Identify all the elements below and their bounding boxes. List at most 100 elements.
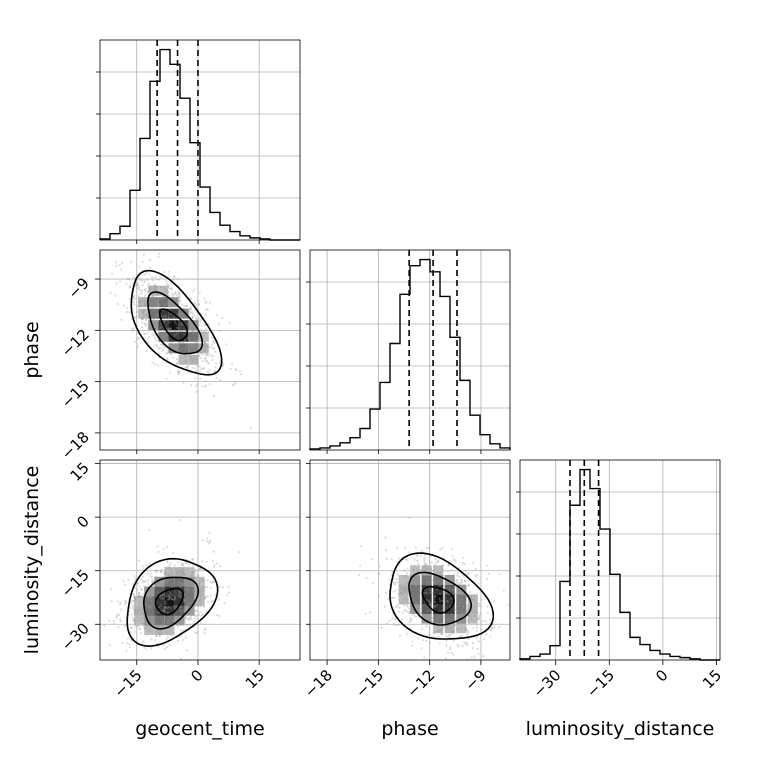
- scatter-point: [208, 539, 212, 542]
- scatter-point: [446, 624, 449, 628]
- scatter-point: [136, 283, 139, 287]
- scatter-point: [162, 584, 165, 587]
- scatter-point: [148, 593, 151, 596]
- scatter-point: [192, 621, 196, 625]
- scatter-point: [420, 549, 424, 552]
- scatter-point: [211, 355, 214, 358]
- xlabel-phase: phase: [381, 718, 438, 740]
- scatter-point: [180, 623, 183, 626]
- scatter-point: [190, 576, 194, 579]
- scatter-point: [183, 621, 186, 624]
- scatter-point: [188, 617, 191, 620]
- scatter-point: [173, 275, 176, 278]
- scatter-point: [165, 280, 168, 283]
- scatter-point: [199, 621, 203, 624]
- scatter-point: [441, 546, 444, 550]
- scatter-point: [115, 614, 118, 618]
- scatter-point: [230, 362, 234, 365]
- scatter-point: [166, 606, 169, 610]
- scatter-point: [439, 583, 442, 586]
- scatter-point: [383, 605, 387, 608]
- scatter-point: [142, 575, 145, 579]
- scatter-point: [452, 573, 455, 576]
- density-cell: [174, 586, 185, 597]
- scatter-point: [196, 574, 200, 578]
- scatter-point: [475, 574, 479, 577]
- scatter-point: [148, 528, 151, 532]
- scatter-point: [205, 352, 208, 356]
- scatter-point: [183, 599, 186, 602]
- scatter-grid: [310, 460, 510, 660]
- scatter-point: [173, 320, 176, 323]
- scatter-point: [190, 345, 194, 348]
- scatter-point: [146, 332, 149, 335]
- scatter-point: [175, 363, 178, 366]
- scatter-point: [437, 616, 440, 619]
- scatter-point: [177, 370, 180, 373]
- scatter-point: [186, 365, 189, 368]
- scatter-point: [120, 318, 123, 321]
- scatter-point: [424, 573, 427, 576]
- scatter-point: [393, 582, 397, 585]
- scatter-point: [144, 301, 147, 304]
- scatter-point: [398, 610, 401, 613]
- scatter-point: [183, 319, 186, 322]
- hist-frame-phase: [309, 249, 511, 451]
- density-cell: [184, 586, 195, 597]
- scatter-point: [191, 331, 194, 334]
- scatter-point: [157, 255, 160, 258]
- scatter-point: [412, 613, 415, 616]
- xtick-label-luminosity_distance: 0: [652, 666, 671, 685]
- density-cell: [154, 625, 165, 635]
- scatter-point: [408, 620, 411, 623]
- scatter-point: [128, 286, 131, 289]
- density-cell: [456, 603, 467, 614]
- scatter-point: [203, 588, 206, 591]
- scatter-point: [146, 290, 150, 293]
- scatter-point: [163, 606, 167, 609]
- scatter-point: [155, 582, 158, 586]
- scatter-point: [214, 366, 217, 369]
- scatter-point: [469, 617, 472, 620]
- scatter-point: [154, 339, 158, 342]
- scatter-grid: [100, 460, 300, 660]
- scatter-point: [408, 575, 411, 578]
- scatter-point: [155, 635, 158, 638]
- scatter-point: [159, 603, 162, 606]
- scatter-point: [439, 600, 442, 603]
- scatter-point: [413, 558, 416, 561]
- scatter-point: [418, 569, 421, 573]
- scatter-point: [191, 606, 194, 610]
- scatter-point: [181, 562, 184, 565]
- scatter-point: [176, 625, 180, 628]
- scatter-point: [403, 590, 406, 593]
- scatter-point: [140, 317, 143, 320]
- scatter-point: [471, 647, 474, 650]
- scatter-point: [204, 342, 207, 345]
- scatter-point: [164, 580, 167, 583]
- scatter-point: [441, 574, 444, 577]
- scatter-point: [388, 619, 391, 622]
- scatter-point: [124, 600, 127, 604]
- scatter-point: [427, 546, 430, 550]
- scatter-point: [172, 577, 175, 581]
- scatter-point: [142, 624, 145, 627]
- density-cell: [134, 596, 145, 607]
- scatter-point: [446, 618, 449, 622]
- scatter-point: [165, 352, 168, 355]
- scatter-point: [442, 598, 445, 601]
- scatter-point: [157, 304, 161, 307]
- scatter-point: [163, 291, 167, 294]
- scatter-point: [134, 597, 137, 600]
- scatter-point: [185, 562, 188, 565]
- scatter-point: [154, 299, 157, 303]
- scatter-point: [136, 337, 140, 340]
- scatter-point: [179, 611, 182, 614]
- scatter-point: [462, 605, 465, 608]
- scatter-point: [212, 370, 215, 373]
- scatter-point: [149, 569, 152, 572]
- scatter-point: [186, 623, 189, 626]
- scatter-point: [391, 596, 394, 600]
- scatter-point: [190, 576, 193, 579]
- scatter-point: [133, 316, 136, 319]
